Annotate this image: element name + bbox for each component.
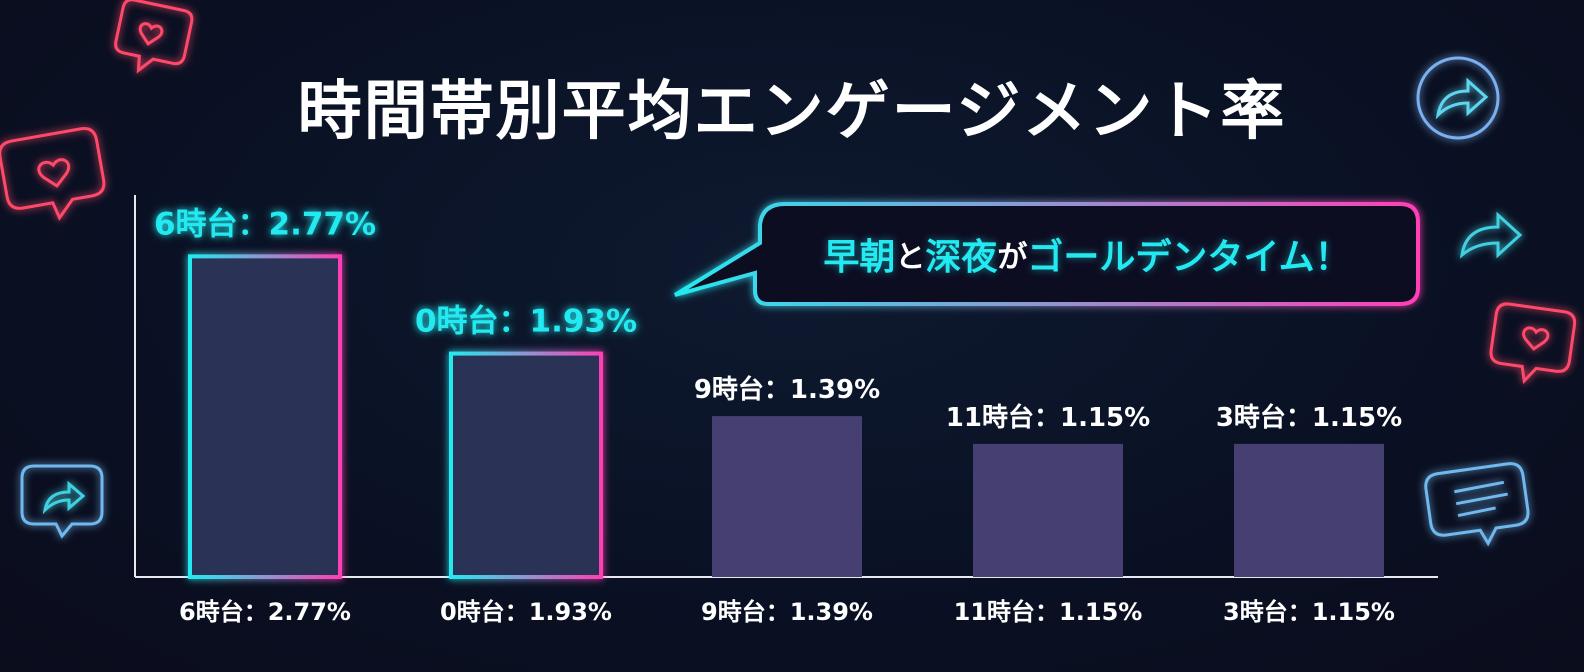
heart-bubble-icon (114, 0, 194, 74)
callout-part: 早朝 (823, 237, 896, 278)
data-label: 9時台：1.39% (694, 374, 880, 405)
bar-3時台 (1234, 443, 1384, 577)
bar-6時台 (188, 254, 342, 579)
message-bubble-icon (1424, 462, 1530, 547)
page-title: 時間帯別平均エンゲージメント率 (297, 75, 1287, 149)
data-label: 3時台：1.15% (1216, 402, 1402, 433)
data-label: 6時台：2.77% (154, 206, 376, 242)
data-label: 0時台：1.93% (415, 304, 637, 340)
callout-text: 早朝 と 深夜 が ゴールデンタイム！ (760, 204, 1414, 304)
x-tick-label: 3時台：1.15% (1223, 598, 1395, 626)
callout-part: と (895, 240, 926, 275)
share-bubble-icon (20, 464, 104, 539)
callout-part: が (997, 240, 1028, 275)
heart-bubble-icon (1489, 302, 1577, 385)
x-tick-label: 11時台：1.15% (954, 598, 1143, 626)
share-arrow-icon (1459, 211, 1523, 259)
bar-11時台 (973, 443, 1123, 577)
bar-9時台 (712, 416, 862, 577)
heart-bubble-icon (0, 127, 106, 221)
x-tick-label: 9時台：1.39% (701, 598, 873, 626)
callout-bubble (673, 202, 1420, 306)
callout-part: 深夜 (925, 237, 998, 278)
share-arrow-icon (1416, 56, 1500, 140)
bar-0時台 (449, 351, 603, 580)
x-tick-label: 0時台：1.93% (440, 598, 612, 626)
x-tick-label: 6時台：2.77% (179, 598, 351, 626)
callout-part: ゴールデンタイム！ (1027, 237, 1351, 278)
data-label: 11時台：1.15% (946, 402, 1150, 433)
